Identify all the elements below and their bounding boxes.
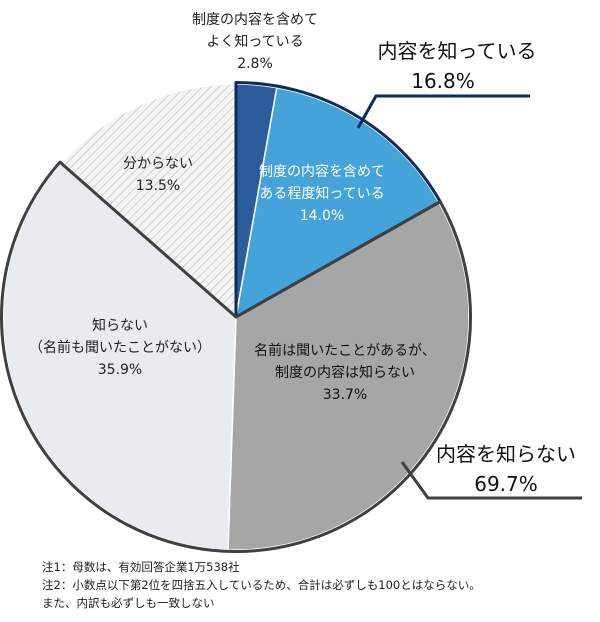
footnotes: 注1：母数は、有効回答企業1万538社 注2：小数点以下第2位を四捨五入している…	[42, 558, 481, 612]
slice-label-4: 知らない	[92, 317, 148, 334]
group-label-known: 内容を知っている	[378, 39, 537, 63]
slice-value-3: 33.7%	[323, 387, 367, 403]
pie-slice-5	[60, 83, 237, 319]
group-value-unknown: 69.7%	[474, 472, 538, 496]
footnote-2: 注2：小数点以下第2位を四捨五入しているため、合計は必ずしも100とはならない。	[42, 578, 481, 592]
slice-label-2: ある程度知っている	[259, 185, 384, 202]
slice-label-3: 制度の内容は知らない	[275, 364, 415, 381]
slice-value-1: 2.8%	[237, 56, 273, 72]
pie-slice-2	[234, 86, 440, 319]
slice-label-1: 制度の内容を含めて	[192, 11, 318, 28]
callout-line-known	[356, 94, 530, 129]
footnote-1: 注1：母数は、有効回答企業1万538社	[42, 560, 240, 574]
group-value-known: 16.8%	[411, 69, 475, 93]
slice-value-5: 13.5%	[136, 178, 180, 194]
group-outline-unknown	[0, 160, 472, 553]
slice-label-3: 名前は聞いたことがあるが、	[254, 342, 436, 359]
slice-label-5: 分からない	[123, 156, 193, 172]
pie-slice-3	[227, 201, 470, 551]
footnote-3: また、内訳も必ずしも一致しない	[42, 596, 215, 610]
slice-label-1: よく知っている	[206, 33, 303, 50]
slice-value-2: 14.0%	[300, 208, 344, 224]
group-outline-known	[234, 81, 442, 319]
group-label-unknown: 内容を知らない	[436, 442, 576, 466]
slice-value-4: 35.9%	[98, 362, 142, 378]
slice-label-4: （名前も聞いたことがない）	[29, 339, 211, 356]
slice-label-2: 制度の内容を含めて	[259, 163, 385, 180]
callout-line-unknown	[400, 461, 582, 500]
